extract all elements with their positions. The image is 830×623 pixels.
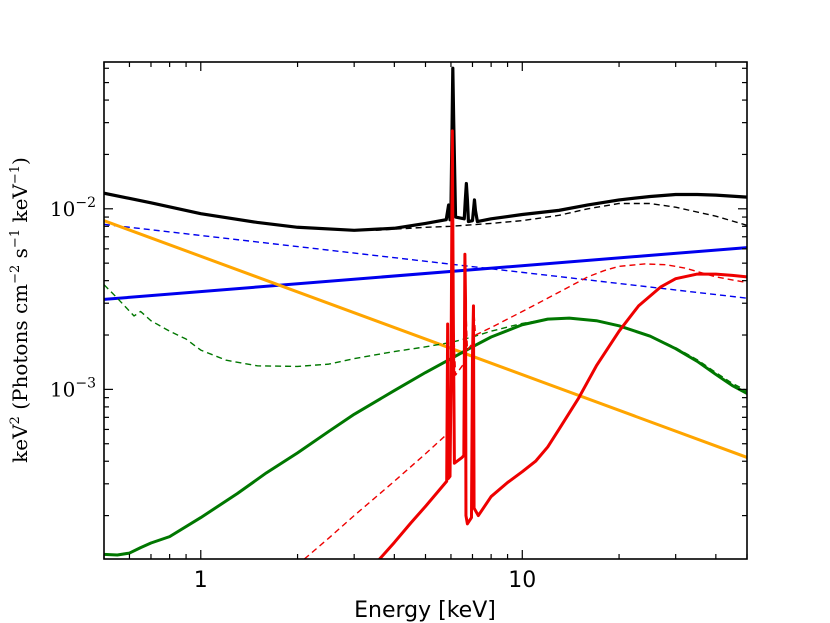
y-tick-label: 10−2 — [50, 195, 96, 221]
series-green — [104, 316, 747, 557]
series-total — [104, 66, 747, 232]
series-orange — [104, 219, 747, 459]
series-blue-dashed — [104, 223, 747, 299]
series-red — [378, 129, 747, 559]
y-label-prefix-sup: 2 — [8, 416, 23, 424]
plot-background — [104, 62, 747, 559]
series-layer — [104, 66, 747, 559]
series-blue — [104, 246, 747, 301]
x-tick-label: 1 — [194, 568, 208, 593]
y-label-sup2: −1 — [8, 229, 23, 248]
tick-layer: 1 10 10−3 10−2 — [50, 62, 748, 593]
y-label-prefix: keV — [8, 424, 32, 463]
y-tick-label: 10−3 — [50, 375, 96, 401]
y-label-close: ) — [8, 157, 32, 165]
y-label-sup1: −2 — [8, 265, 23, 284]
series-green-dashed — [104, 284, 747, 392]
plot-frame — [103, 61, 748, 560]
y-label-open: (Photons cm — [8, 284, 32, 416]
y-axis-label: keV2 (Photons cm−2 s−1 keV−1) — [8, 157, 32, 463]
y-label-sup3: −1 — [8, 165, 23, 184]
x-tick-label: 10 — [508, 568, 536, 593]
y-label-mid2: keV — [8, 184, 32, 229]
x-axis-label: Energy [keV] — [354, 598, 496, 623]
series-total-dashed — [375, 202, 747, 232]
y-label-mid: s — [8, 248, 32, 265]
